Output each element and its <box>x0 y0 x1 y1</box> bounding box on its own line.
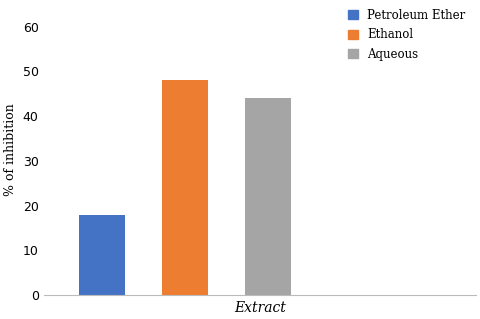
Bar <box>79 215 125 295</box>
X-axis label: Extract: Extract <box>234 301 286 315</box>
Legend: Petroleum Ether, Ethanol, Aqueous: Petroleum Ether, Ethanol, Aqueous <box>343 4 470 66</box>
Bar <box>162 80 208 295</box>
Y-axis label: % of inhibition: % of inhibition <box>4 103 17 196</box>
Bar <box>245 98 291 295</box>
